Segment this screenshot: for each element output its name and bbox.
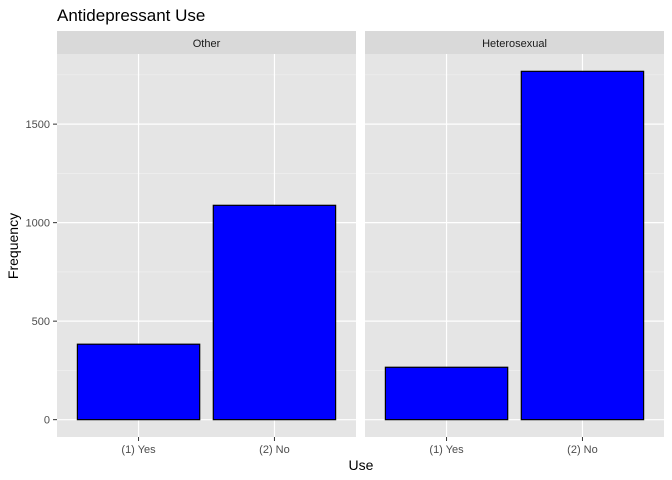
facet-strip [365, 31, 664, 54]
bar [520, 70, 645, 421]
facet-panels: Other (1) Yes (2) No Heterosexual (1) Yes (2)… [57, 31, 664, 456]
y-tick-label: 500 [32, 316, 50, 328]
y-axis: 0 500 1000 1500 [26, 119, 57, 427]
x-tick-label: (1) Yes [121, 444, 156, 456]
y-tick-label: 1500 [26, 119, 50, 131]
x-axis-title: Use [349, 457, 374, 473]
bar [384, 366, 509, 421]
chart-title: Antidepressant Use [57, 6, 205, 25]
bar [76, 343, 201, 421]
x-tick-label: (2) No [259, 444, 290, 456]
y-tick-label: 0 [44, 415, 50, 427]
facet-panel: Other (1) Yes (2) No [57, 31, 356, 456]
facet-strip [57, 31, 356, 54]
x-tick-label: (2) No [567, 444, 598, 456]
facet-strip-label: Other [193, 38, 221, 50]
y-axis-title: Frequency [5, 213, 21, 279]
x-tick-label: (1) Yes [429, 444, 464, 456]
facet-strip-label: Heterosexual [482, 38, 547, 50]
y-tick-label: 1000 [26, 218, 50, 230]
bar [212, 204, 337, 421]
facet-panel: Heterosexual (1) Yes (2) No [365, 31, 664, 456]
